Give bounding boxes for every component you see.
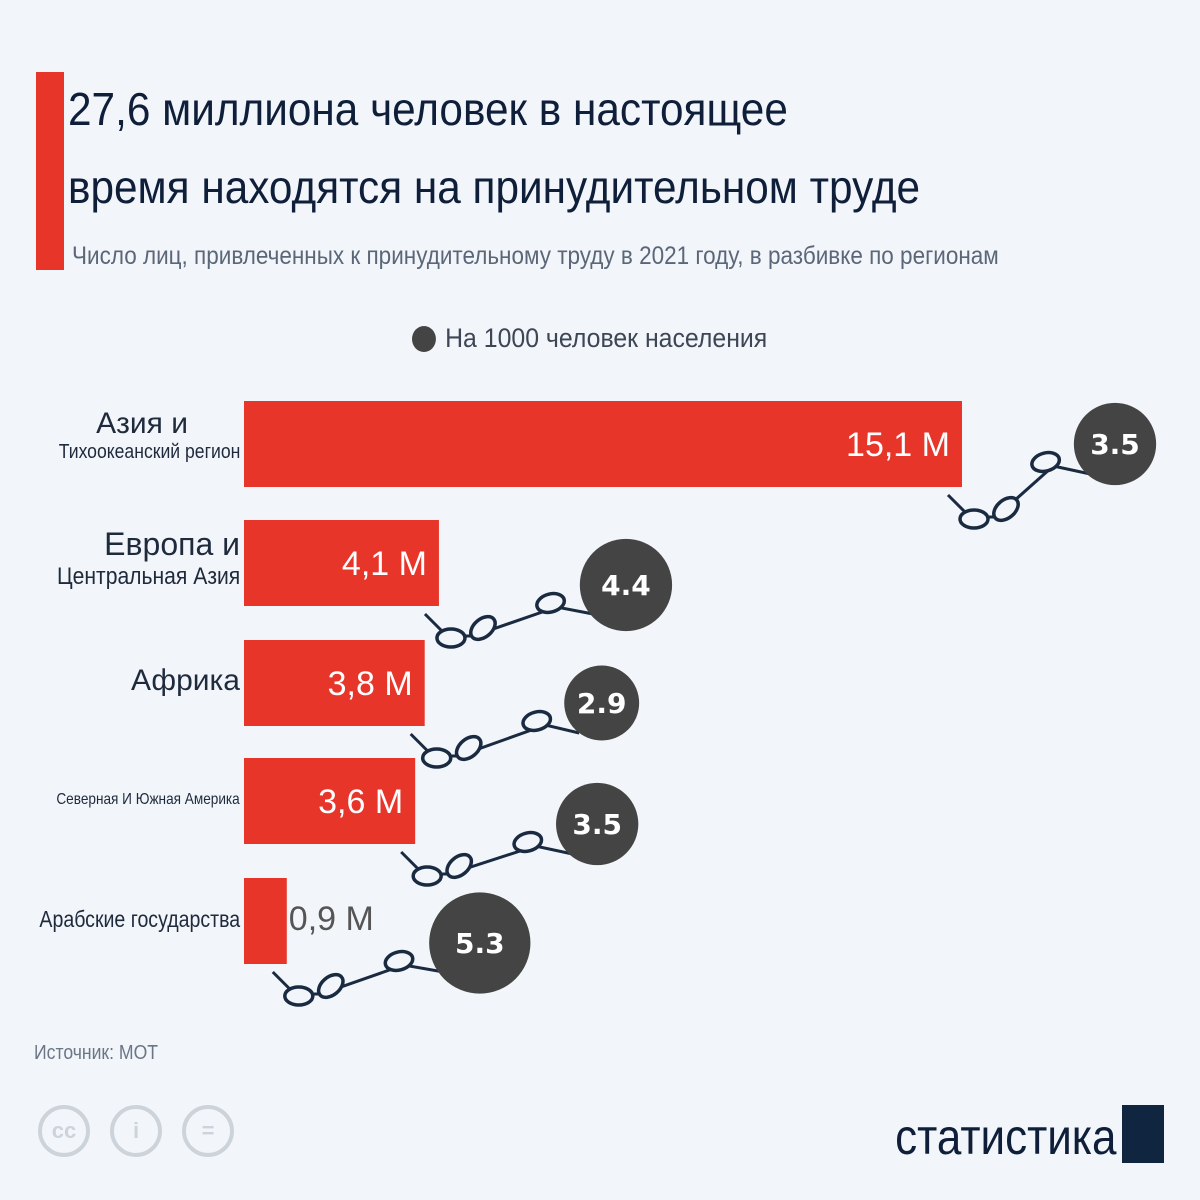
category-label-line1: Арабские государства (39, 906, 240, 933)
legend-label: На 1000 человек населения (445, 323, 768, 353)
category-label-line1: Азия и (96, 407, 188, 440)
title-line-1: 27,6 миллиона человек в настоящее (68, 83, 788, 135)
attribution-icon: i (110, 1105, 162, 1157)
subtitle: Число лиц, привлеченных к принудительном… (72, 242, 999, 270)
category-label: Азия и Тихоокеанский регион (34, 407, 240, 464)
category-label-line1: Северная И Южная Америка (56, 790, 240, 808)
bar (244, 401, 962, 487)
bar (244, 878, 287, 964)
category-label-line1: Европа и (104, 526, 240, 562)
bar-value-label: 0,9 M (289, 900, 374, 938)
legend-dot-icon (412, 325, 436, 352)
chain-link-icon (1030, 450, 1062, 474)
chain-link-icon (512, 830, 544, 854)
statista-logo: статистика (894, 1109, 1116, 1165)
bar-value-label: 3,6 M (318, 783, 403, 821)
rate-circle (579, 538, 673, 632)
legend: На 1000 человек населения (412, 323, 767, 354)
rate-label: 5.3 (455, 927, 505, 960)
rate-circle (556, 782, 639, 866)
bar-value-label: 3,8 M (328, 665, 413, 703)
chain-link-icon (383, 949, 415, 973)
category-label-line2: Тихоокеанский регион (58, 441, 240, 463)
rate-circle (429, 892, 531, 994)
chain-link-icon (992, 495, 1020, 523)
bar (244, 520, 439, 606)
rate-circle (564, 665, 640, 741)
chain-link-icon (535, 591, 567, 615)
category-label-line1: Африка (131, 663, 240, 697)
category-label: Европа и Центральная Азия (32, 526, 240, 591)
rate-label: 3.5 (1090, 428, 1140, 461)
chain-link-icon (411, 865, 443, 887)
category-label: Северная И Южная Америка (24, 791, 240, 809)
rate-label: 3.5 (572, 808, 622, 841)
chain-link-icon (283, 985, 315, 1007)
rate-label: 4.4 (601, 569, 651, 602)
statista-logo-mark-icon (1122, 1105, 1164, 1163)
chain-link-icon (435, 627, 467, 649)
bar-value-label: 4,1 M (342, 545, 427, 583)
category-label: Африка (131, 664, 240, 698)
chain-link-icon (316, 972, 345, 1000)
title-accent-bar (36, 72, 64, 270)
bar (244, 640, 425, 726)
chain-link-icon (958, 508, 990, 530)
bar-value-label: 15,1 M (846, 426, 950, 464)
chain-link-icon (521, 709, 553, 733)
chain-link-icon (469, 614, 497, 642)
cc-icon: cc (38, 1105, 90, 1157)
noderivs-icon: = (182, 1105, 234, 1157)
rate-label: 2.9 (577, 687, 627, 720)
source-note: Источник: МОТ (34, 1042, 159, 1064)
chain-link-icon (445, 852, 474, 880)
rate-circle (1073, 402, 1157, 486)
category-label: Арабские государства (4, 906, 240, 933)
title-line-2: время находятся на принудительном труде (68, 161, 921, 213)
page-title: 27,6 миллиона человек в настоящее время … (68, 70, 920, 226)
chain-link-icon (454, 734, 483, 762)
category-label-line2: Центральная Азия (56, 563, 240, 590)
bar (244, 758, 416, 844)
chain-link-icon (420, 747, 453, 769)
